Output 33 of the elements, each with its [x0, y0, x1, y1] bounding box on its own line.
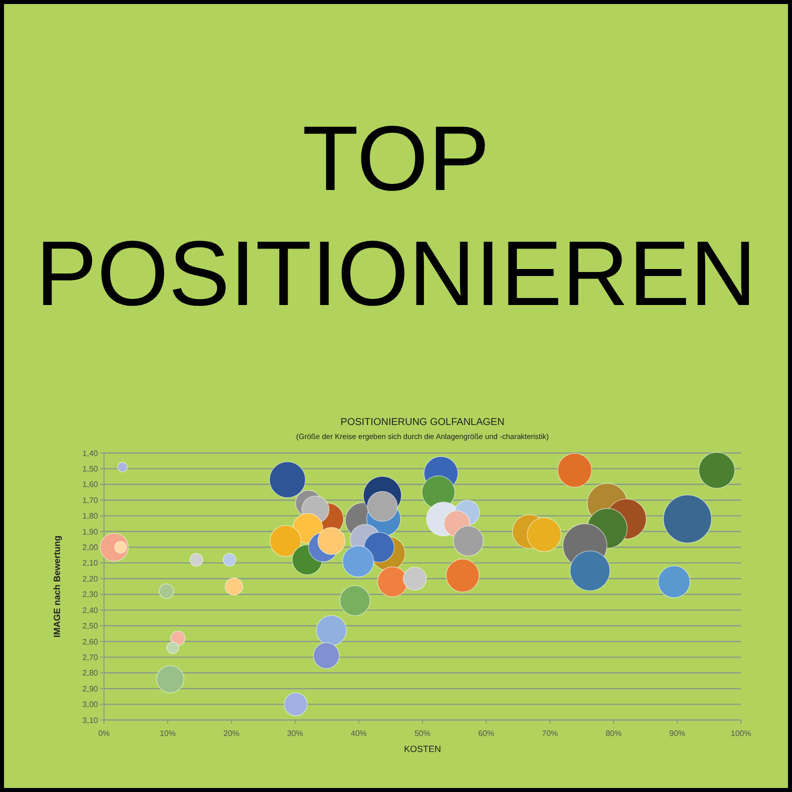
x-axis-title: KOSTEN	[404, 744, 442, 754]
y-tick-label: 1,40	[82, 448, 99, 458]
y-tick-label: 2,30	[82, 590, 99, 600]
chart-subtitle: POSITIONIERUNG GOLFANLAGEN	[340, 417, 504, 428]
y-tick-label: 2,40	[82, 606, 99, 615]
y-tick-label: 1,80	[82, 512, 99, 521]
y-tick-label: 3,00	[82, 700, 99, 710]
y-tick-label: 2,20	[82, 574, 99, 584]
y-tick-label: 1,50	[82, 464, 99, 474]
chart-title: TOP POSITIONIEREN	[36, 108, 756, 325]
y-tick-label: 2,60	[82, 637, 99, 646]
y-tick-label: 2,80	[82, 668, 99, 678]
y-tick-label: 1,70	[82, 496, 99, 505]
x-tick-label: 30%	[287, 729, 304, 738]
x-tick-label: 0%	[98, 729, 110, 738]
y-tick-label: 2,00	[82, 543, 99, 552]
x-tick-label: 60%	[478, 729, 494, 738]
y-tick-label: 2,70	[82, 652, 99, 662]
x-tick-label: 20%	[223, 729, 240, 738]
x-tick-label: 100%	[730, 729, 752, 738]
y-tick-label: 3,10	[82, 716, 99, 725]
x-tick-label: 80%	[606, 729, 622, 738]
y-axis-title: IMAGE nach Bewertung	[52, 535, 62, 638]
x-tick-label: 10%	[160, 729, 176, 738]
y-tick-label: 2,50	[82, 622, 99, 631]
y-tick-label: 2,90	[82, 684, 99, 694]
x-tick-label: 40%	[350, 729, 367, 738]
y-tick-label: 1,60	[82, 480, 99, 490]
x-tick-label: 50%	[414, 729, 431, 738]
x-tick-label: 70%	[542, 729, 558, 738]
y-tick-label: 1,90	[82, 527, 99, 536]
y-tick-label: 2,10	[82, 558, 99, 568]
x-tick-label: 90%	[669, 729, 686, 738]
